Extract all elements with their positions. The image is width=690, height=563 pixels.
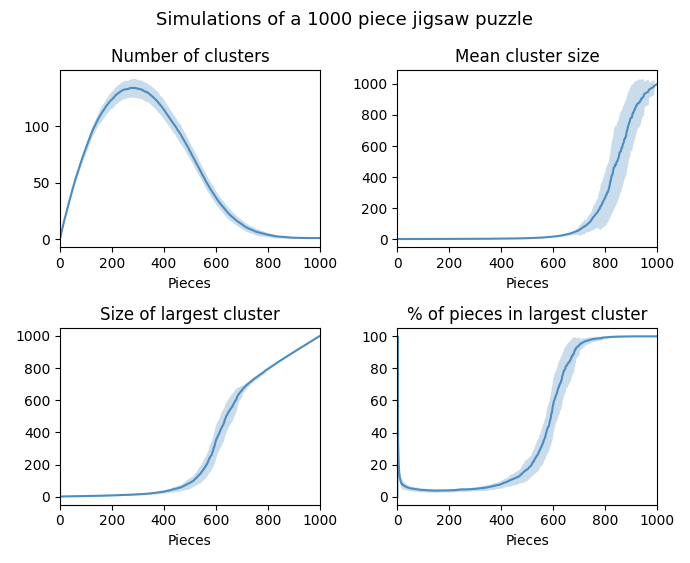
X-axis label: Pieces: Pieces [168,276,212,291]
Title: % of pieces in largest cluster: % of pieces in largest cluster [407,306,648,324]
X-axis label: Pieces: Pieces [506,276,549,291]
X-axis label: Pieces: Pieces [168,534,212,548]
Title: Number of clusters: Number of clusters [110,48,269,66]
X-axis label: Pieces: Pieces [506,534,549,548]
Text: Simulations of a 1000 piece jigsaw puzzle: Simulations of a 1000 piece jigsaw puzzl… [157,11,533,29]
Title: Size of largest cluster: Size of largest cluster [100,306,280,324]
Title: Mean cluster size: Mean cluster size [455,48,600,66]
